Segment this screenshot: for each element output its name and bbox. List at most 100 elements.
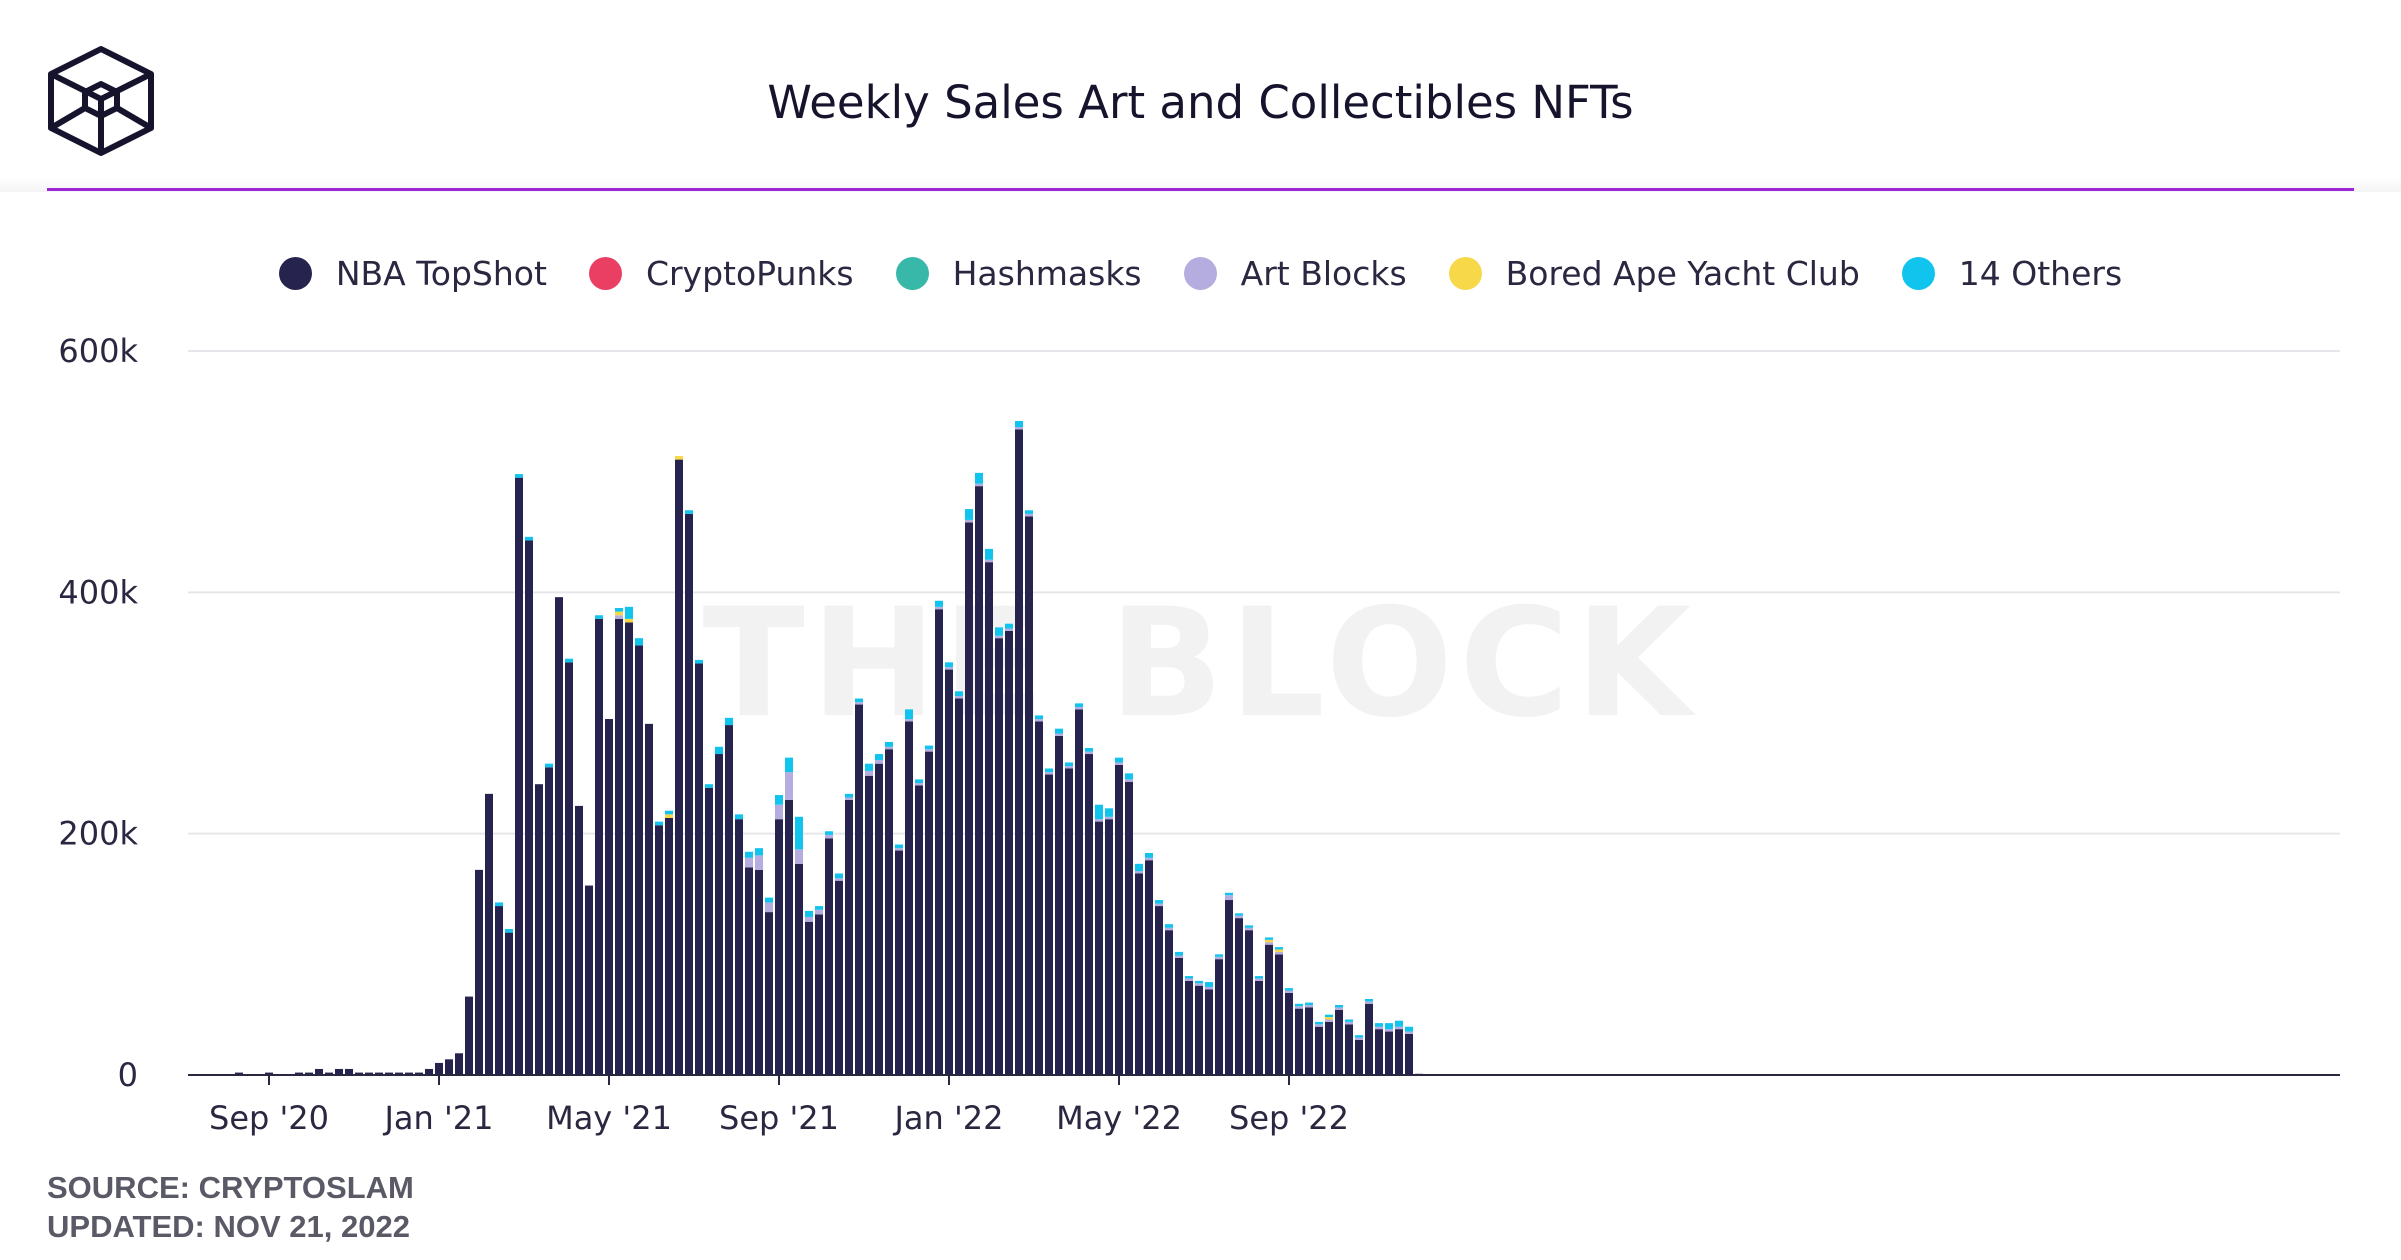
bar-segment[interactable] [925, 749, 933, 752]
bar-segment[interactable] [545, 767, 553, 1075]
bar-segment[interactable] [1025, 516, 1033, 1075]
bar-segment[interactable] [1045, 772, 1053, 775]
bar-segment[interactable] [1145, 852, 1153, 858]
bar-segment[interactable] [1185, 980, 1193, 1075]
bar-segment[interactable] [875, 760, 883, 764]
bar-segment[interactable] [1135, 871, 1143, 874]
bar-segment[interactable] [915, 785, 923, 1075]
bar-segment[interactable] [1305, 1005, 1313, 1008]
bar-segment[interactable] [875, 763, 883, 1075]
bar-segment[interactable] [555, 597, 563, 1075]
bar-segment[interactable] [835, 878, 843, 881]
bar-segment[interactable] [1275, 954, 1283, 1075]
bar-segment[interactable] [1025, 513, 1033, 517]
bar-segment[interactable] [985, 548, 993, 560]
bar-segment[interactable] [1365, 1001, 1373, 1004]
bar-segment[interactable] [1185, 976, 1193, 979]
bar-segment[interactable] [795, 816, 803, 850]
bar-segment[interactable] [965, 509, 973, 520]
bar-segment[interactable] [845, 793, 853, 798]
bar-segment[interactable] [795, 863, 803, 1075]
bar-segment[interactable] [655, 825, 663, 1075]
bar-segment[interactable] [815, 906, 823, 910]
bar-segment[interactable] [825, 838, 833, 1075]
legend-item-bored-ape-yacht-club[interactable]: Bored Ape Yacht Club [1448, 254, 1860, 293]
bar-segment[interactable] [1025, 510, 1033, 514]
bar-segment[interactable] [795, 849, 803, 864]
bar-segment[interactable] [625, 606, 633, 619]
bar-segment[interactable] [695, 663, 703, 1075]
bar-segment[interactable] [925, 751, 933, 1075]
bar-segment[interactable] [1175, 951, 1183, 956]
bar-segment[interactable] [895, 850, 903, 1075]
bar-segment[interactable] [935, 606, 943, 610]
bar-segment[interactable] [685, 513, 693, 1075]
bar-segment[interactable] [1035, 715, 1043, 720]
bar-segment[interactable] [1205, 989, 1213, 1075]
legend-item-14-others[interactable]: 14 Others [1901, 254, 2122, 293]
bar-segment[interactable] [1115, 764, 1123, 1075]
bar-segment[interactable] [1255, 980, 1263, 1075]
bar-segment[interactable] [985, 559, 993, 563]
bar-segment[interactable] [1365, 998, 1373, 1002]
bar-segment[interactable] [815, 914, 823, 1075]
bar-segment[interactable] [1085, 754, 1093, 1075]
bar-segment[interactable] [305, 1072, 313, 1075]
bar-segment[interactable] [1165, 924, 1173, 928]
bar-segment[interactable] [1335, 1007, 1343, 1010]
bar-segment[interactable] [1065, 766, 1073, 769]
bar-segment[interactable] [1095, 821, 1103, 1075]
bar-segment[interactable] [865, 770, 873, 776]
bar-segment[interactable] [855, 698, 863, 703]
bar-segment[interactable] [725, 717, 733, 726]
bar-segment[interactable] [585, 885, 593, 1075]
bar-segment[interactable] [635, 638, 643, 646]
bar-segment[interactable] [715, 746, 723, 755]
bar-segment[interactable] [685, 510, 693, 514]
bar-segment[interactable] [835, 873, 843, 879]
bar-segment[interactable] [1015, 420, 1023, 428]
bar-segment[interactable] [615, 611, 623, 616]
bar-segment[interactable] [595, 618, 603, 1075]
bar-segment[interactable] [665, 817, 673, 1075]
bar-segment[interactable] [855, 702, 863, 705]
bar-segment[interactable] [525, 540, 533, 1075]
bar-segment[interactable] [925, 745, 933, 750]
bar-segment[interactable] [1145, 860, 1153, 1075]
bar-segment[interactable] [1375, 1023, 1383, 1027]
legend-item-art-blocks[interactable]: Art Blocks [1183, 254, 1407, 293]
bar-segment[interactable] [1325, 1017, 1333, 1020]
bar-segment[interactable] [405, 1072, 413, 1075]
bar-segment[interactable] [615, 618, 623, 1075]
bar-segment[interactable] [945, 662, 953, 668]
bar-segment[interactable] [1375, 1029, 1383, 1075]
bar-segment[interactable] [1285, 992, 1293, 1075]
bar-segment[interactable] [1195, 985, 1203, 1075]
bar-segment[interactable] [395, 1072, 403, 1075]
bar-segment[interactable] [1005, 628, 1013, 631]
bar-segment[interactable] [705, 787, 713, 1075]
bar-segment[interactable] [1075, 709, 1083, 1075]
bar-segment[interactable] [675, 459, 683, 1076]
bar-segment[interactable] [1005, 630, 1013, 1075]
bar-segment[interactable] [1085, 751, 1093, 755]
bar-segment[interactable] [325, 1072, 333, 1075]
bar-segment[interactable] [995, 635, 1003, 639]
bar-segment[interactable] [1275, 947, 1283, 950]
bar-segment[interactable] [1275, 951, 1283, 955]
bar-segment[interactable] [235, 1072, 243, 1075]
bar-segment[interactable] [745, 851, 753, 858]
bar-segment[interactable] [1275, 949, 1283, 952]
bar-segment[interactable] [755, 869, 763, 1075]
legend-item-hashmasks[interactable]: Hashmasks [895, 254, 1142, 293]
bar-segment[interactable] [1405, 1026, 1413, 1032]
bar-segment[interactable] [1255, 978, 1263, 981]
bar-segment[interactable] [535, 784, 543, 1075]
bar-segment[interactable] [1205, 982, 1213, 987]
bar-segment[interactable] [865, 763, 873, 771]
bar-segment[interactable] [975, 486, 983, 1075]
bar-segment[interactable] [315, 1068, 323, 1075]
bar-segment[interactable] [475, 869, 483, 1075]
bar-segment[interactable] [955, 698, 963, 1075]
bar-segment[interactable] [935, 600, 943, 607]
